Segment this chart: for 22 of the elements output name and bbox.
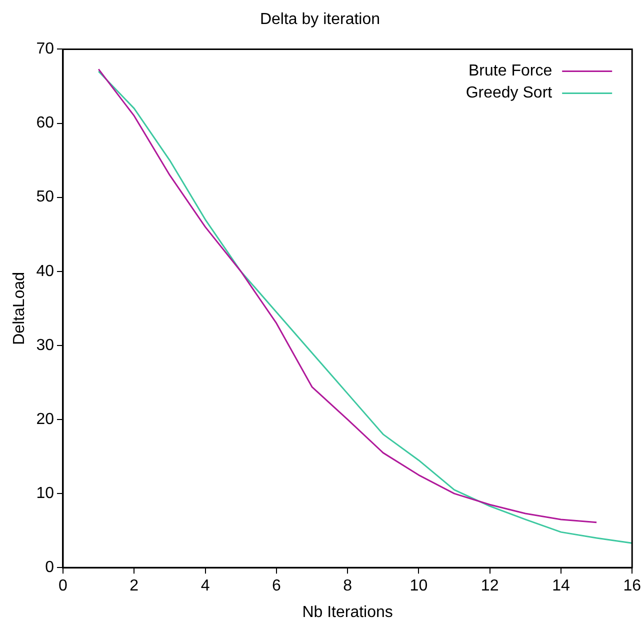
y-tick-label: 20 bbox=[36, 410, 54, 428]
x-axis-title: Nb Iterations bbox=[302, 604, 393, 621]
chart-title: Delta by iteration bbox=[260, 11, 380, 28]
x-tick-label: 8 bbox=[343, 578, 352, 595]
x-tick-label: 6 bbox=[272, 578, 281, 595]
x-tick-label: 16 bbox=[623, 578, 642, 595]
x-tick-label: 0 bbox=[58, 578, 68, 595]
y-tick-label: 40 bbox=[36, 262, 54, 280]
y-tick-label: 30 bbox=[36, 336, 54, 354]
x-tick-label: 2 bbox=[130, 578, 139, 595]
y-tick-label: 0 bbox=[45, 559, 54, 576]
y-tick-label: 70 bbox=[36, 40, 54, 58]
y-tick-label: 50 bbox=[36, 188, 54, 206]
y-tick-label: 10 bbox=[36, 484, 54, 502]
legend-label: Brute Force bbox=[468, 62, 552, 80]
y-tick-label: 60 bbox=[36, 114, 54, 132]
x-tick-label: 14 bbox=[552, 578, 570, 595]
x-tick-label: 10 bbox=[410, 578, 428, 595]
y-axis-title: DeltaLoad bbox=[11, 272, 28, 345]
x-tick-label: 4 bbox=[200, 578, 210, 595]
legend-label: Greedy Sort bbox=[466, 84, 553, 102]
x-tick-label: 12 bbox=[480, 578, 499, 595]
